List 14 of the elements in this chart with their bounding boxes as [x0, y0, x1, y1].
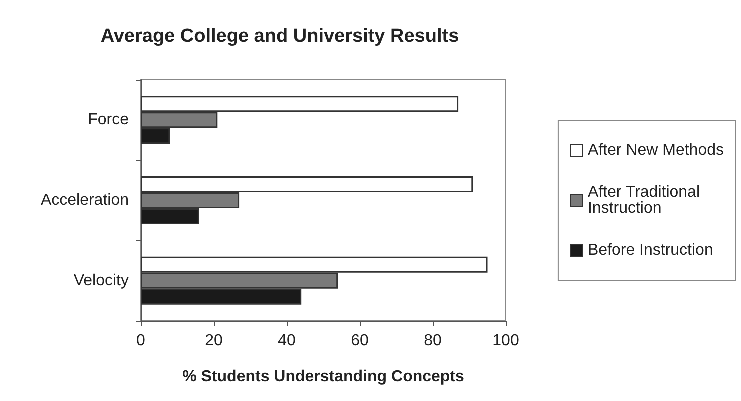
legend-label: After New Methods [588, 142, 724, 159]
x-axis-title: % Students Understanding Concepts [182, 368, 464, 386]
x-tick-label: 20 [205, 332, 223, 350]
x-tick-label: 40 [278, 332, 296, 350]
x-tick-label: 0 [136, 332, 146, 350]
legend-label: After Traditional Instruction [588, 184, 704, 217]
y-tick-label: Acceleration [40, 192, 129, 209]
x-tick-label: 80 [424, 332, 442, 350]
x-tick-label: 60 [351, 332, 369, 350]
y-tick-label: Force [88, 112, 130, 129]
y-tick-label: Velocity [74, 272, 129, 290]
x-tick-label: 100 [492, 332, 520, 350]
legend-label: Before Instruction [588, 242, 714, 259]
chart-title: Average College and University Results [100, 26, 460, 47]
